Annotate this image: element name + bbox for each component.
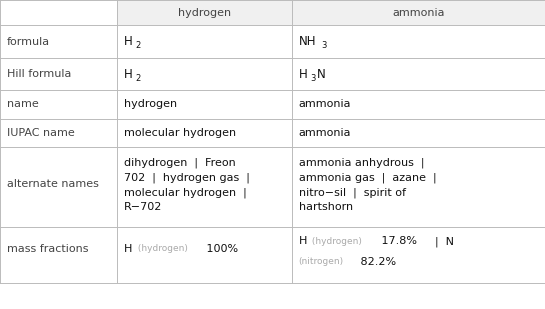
Text: ammonia: ammonia [392, 8, 445, 18]
Text: H: H [124, 35, 133, 48]
Bar [292, 0, 545, 25]
Text: (hydrogen): (hydrogen) [135, 244, 188, 253]
Text: Hill formula: Hill formula [7, 69, 71, 79]
Text: NH: NH [299, 35, 316, 48]
Text: (nitrogen): (nitrogen) [299, 257, 344, 266]
Text: mass fractions: mass fractions [7, 243, 89, 254]
Text: name: name [7, 99, 39, 109]
Text: H: H [299, 236, 307, 246]
Text: 2: 2 [136, 41, 141, 50]
Text: dihydrogen  |  Freon
702  |  hydrogen gas  |
molecular hydrogen  |
R−702: dihydrogen | Freon 702 | hydrogen gas | … [124, 158, 250, 212]
Text: 82.2%: 82.2% [357, 257, 396, 267]
Text: alternate names: alternate names [7, 179, 99, 189]
Text: 17.8%: 17.8% [378, 236, 417, 246]
Text: hydrogen: hydrogen [178, 8, 231, 18]
Text: N: N [317, 67, 325, 81]
Text: H: H [124, 67, 133, 81]
Bar [117, 0, 292, 25]
Text: (hydrogen): (hydrogen) [310, 237, 362, 246]
Text: ammonia: ammonia [299, 128, 351, 138]
Text: 3: 3 [310, 74, 316, 83]
Text: ammonia anhydrous  |
ammonia gas  |  azane  |
nitro−sil  |  spirit of
hartshorn: ammonia anhydrous | ammonia gas | azane … [299, 158, 437, 212]
Text: 100%: 100% [203, 243, 238, 254]
Text: H: H [299, 67, 307, 81]
Text: H: H [124, 243, 132, 254]
Text: IUPAC name: IUPAC name [7, 128, 75, 138]
Text: molecular hydrogen: molecular hydrogen [124, 128, 237, 138]
Text: ammonia: ammonia [299, 99, 351, 109]
Text: 2: 2 [136, 74, 141, 83]
Text: hydrogen: hydrogen [124, 99, 177, 109]
Text: formula: formula [7, 36, 50, 47]
Text: 3: 3 [321, 41, 326, 50]
Text: |  N: | N [428, 236, 454, 247]
